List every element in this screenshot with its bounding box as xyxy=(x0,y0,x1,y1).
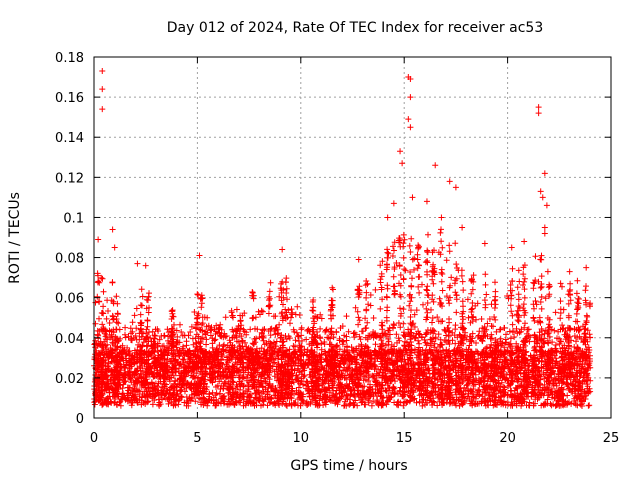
x-axis-label: GPS time / hours xyxy=(290,458,407,474)
data-point xyxy=(407,94,414,101)
x-tick-label: 25 xyxy=(603,431,620,446)
chart-title: Day 012 of 2024, Rate Of TEC Index for r… xyxy=(167,20,543,36)
y-tick-label: 0.12 xyxy=(55,171,84,186)
data-point xyxy=(539,194,546,201)
axes-layer xyxy=(93,56,612,419)
data-point xyxy=(537,188,544,195)
data-point xyxy=(407,124,414,131)
data-point xyxy=(384,214,391,221)
data-point xyxy=(535,110,542,117)
data-point xyxy=(481,240,488,247)
data-point xyxy=(541,170,548,177)
data-point xyxy=(355,256,362,263)
y-tick-label: 0.06 xyxy=(55,292,84,307)
x-tick-label: 15 xyxy=(396,431,413,446)
plot-frame xyxy=(93,56,612,419)
data-point xyxy=(397,148,404,155)
y-axis-label: ROTI / TECUs xyxy=(7,192,23,284)
data-point-cloud xyxy=(91,226,594,409)
data-point xyxy=(508,244,515,251)
tick-label-layer: 0 5 10 15 20 25 0 0.02 0.04 0.06 0.08 0.1 0.12 0.14 0.… xyxy=(55,51,619,446)
x-tick-label: 0 xyxy=(90,431,98,446)
data-point xyxy=(438,214,445,221)
y-tick-label: 0 xyxy=(76,412,84,427)
data-point xyxy=(407,76,414,83)
data-point xyxy=(99,106,106,113)
data-point xyxy=(459,224,466,231)
data-point xyxy=(423,198,430,205)
data-point xyxy=(196,252,203,259)
data-point xyxy=(432,162,439,169)
data-point xyxy=(409,194,416,201)
data-point xyxy=(399,160,406,167)
y-tick-label: 0.08 xyxy=(55,252,84,267)
data-point xyxy=(390,200,397,207)
data-point xyxy=(446,178,453,185)
data-point xyxy=(111,244,118,251)
data-point xyxy=(95,236,102,243)
data-point xyxy=(99,86,106,93)
data-point xyxy=(279,246,286,253)
points-layer xyxy=(91,68,594,409)
y-tick-label: 0.14 xyxy=(55,131,84,146)
data-point xyxy=(566,268,573,275)
x-tick-label: 10 xyxy=(293,431,310,446)
data-point xyxy=(109,226,116,233)
data-point xyxy=(521,238,528,245)
y-tick-label: 0.02 xyxy=(55,372,84,387)
data-point xyxy=(99,68,106,75)
data-point xyxy=(142,262,149,269)
data-point xyxy=(541,230,548,237)
y-tick-label: 0.16 xyxy=(55,91,84,106)
data-point xyxy=(535,104,542,111)
data-point xyxy=(134,260,141,267)
data-point xyxy=(405,116,412,123)
x-tick-label: 5 xyxy=(193,431,201,446)
data-point xyxy=(583,264,590,271)
y-tick-label: 0.04 xyxy=(55,332,84,347)
y-tick-label: 0.18 xyxy=(55,51,84,66)
x-tick-label: 20 xyxy=(499,431,516,446)
data-point xyxy=(452,184,459,191)
y-tick-label: 0.1 xyxy=(63,211,84,226)
data-point xyxy=(541,224,548,231)
data-point xyxy=(543,202,550,209)
